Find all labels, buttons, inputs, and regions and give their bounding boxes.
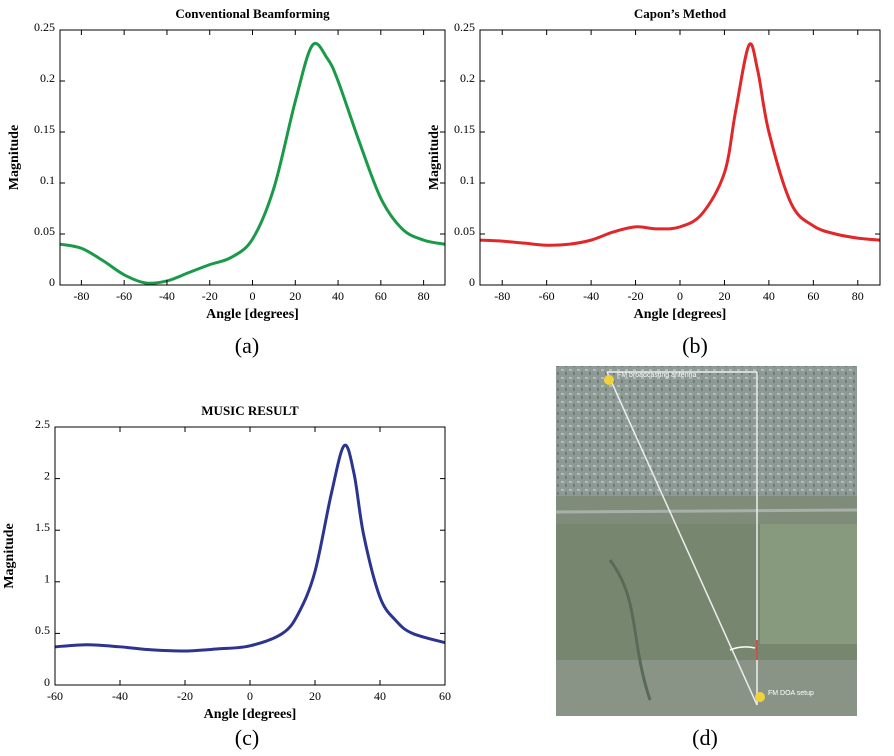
field <box>760 524 857 644</box>
angle-arc <box>729 646 756 651</box>
y-axis-label: Magnitude <box>7 125 22 190</box>
x-tick-label: 80 <box>418 289 430 303</box>
x-tick-label: 60 <box>439 689 451 703</box>
x-tick-label: 0 <box>250 289 256 303</box>
x-tick-label: 60 <box>807 289 819 303</box>
x-tick-label: -20 <box>177 689 193 703</box>
y-tick-label: 0 <box>469 275 475 289</box>
x-tick-label: 40 <box>332 289 344 303</box>
y-tick-label: 0.2 <box>460 71 475 85</box>
y-tick-label: 0.05 <box>454 224 475 238</box>
x-tick-label: -40 <box>583 289 599 303</box>
x-tick-label: 20 <box>718 289 730 303</box>
x-axis-label: Angle [degrees] <box>204 707 297 722</box>
y-tick-label: 1.5 <box>35 520 50 534</box>
panel-label: (b) <box>682 333 708 358</box>
x-tick-label: 40 <box>374 689 386 703</box>
y-tick-label: 1 <box>44 572 50 586</box>
y-tick-label: 2.5 <box>35 417 50 431</box>
x-tick-label: 0 <box>677 289 683 303</box>
y-tick-label: 2 <box>44 468 50 482</box>
settlement <box>556 660 857 716</box>
x-tick-label: 0 <box>247 689 253 703</box>
x-tick-label: -20 <box>628 289 644 303</box>
y-tick-label: 0.25 <box>454 20 475 34</box>
y-tick-label: 0.25 <box>34 20 55 34</box>
map-label: FM broadcasting antenna <box>617 372 696 379</box>
x-tick-label: -60 <box>47 689 63 703</box>
y-tick-label: 0.5 <box>35 623 50 637</box>
pin <box>755 692 765 702</box>
chart-title: Conventional Beamforming <box>175 6 330 21</box>
data-line <box>479 42 881 247</box>
panel-label: (c) <box>235 725 259 750</box>
y-tick-label: 0.2 <box>40 71 55 85</box>
x-axis-label: Angle [degrees] <box>634 307 727 322</box>
chart-title: Capon’s Method <box>634 6 727 21</box>
chart-title: MUSIC RESULT <box>201 403 299 418</box>
plot-frame <box>59 29 446 286</box>
y-tick-label: 0.1 <box>460 173 475 187</box>
x-tick-label: 20 <box>309 689 321 703</box>
x-axis-label: Angle [degrees] <box>206 307 299 322</box>
data-line <box>59 42 446 285</box>
x-tick-label: -40 <box>159 289 175 303</box>
y-tick-label: 0.05 <box>34 224 55 238</box>
x-tick-label: 20 <box>289 289 301 303</box>
y-tick-label: 0.1 <box>40 173 55 187</box>
y-tick-label: 0 <box>49 275 55 289</box>
data-line <box>54 443 446 653</box>
x-tick-label: -60 <box>539 289 555 303</box>
x-tick-label: 80 <box>852 289 864 303</box>
x-tick-label: -40 <box>112 689 128 703</box>
panel-label: (a) <box>235 333 259 358</box>
x-tick-label: -80 <box>494 289 510 303</box>
plot-frame <box>479 29 881 286</box>
y-tick-label: 0.15 <box>34 122 55 136</box>
stream <box>608 559 652 701</box>
map-label: FM DOA setup <box>768 690 814 697</box>
road <box>555 508 858 514</box>
y-axis-label: Magnitude <box>427 125 442 190</box>
urban-area <box>556 366 857 496</box>
x-tick-label: -20 <box>202 289 218 303</box>
y-tick-label: 0 <box>44 675 50 689</box>
x-tick-label: 60 <box>375 289 387 303</box>
x-tick-label: 40 <box>763 289 775 303</box>
y-axis-label: Magnitude <box>2 523 17 588</box>
y-tick-label: 0.15 <box>454 122 475 136</box>
x-tick-label: -60 <box>116 289 132 303</box>
x-tick-label: -80 <box>73 289 89 303</box>
pin <box>604 375 614 385</box>
map-image: FM broadcasting antenna FM DOA setup <box>555 366 858 716</box>
panel-label: (d) <box>692 725 718 750</box>
